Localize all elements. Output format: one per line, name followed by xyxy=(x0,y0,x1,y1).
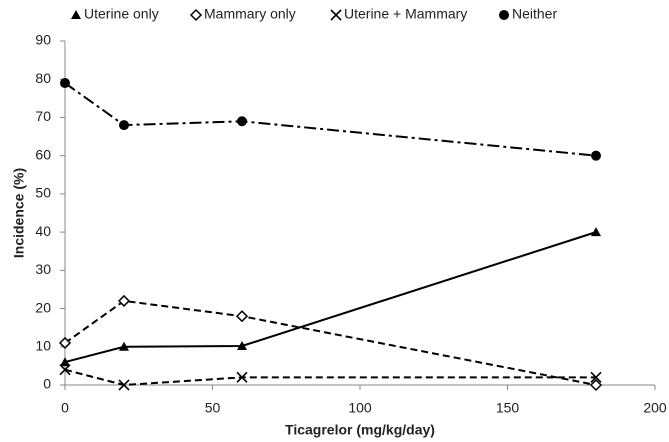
x-tick-label: 50 xyxy=(205,400,221,416)
marker xyxy=(236,371,248,383)
y-tick-label: 30 xyxy=(35,261,51,277)
legend-marker xyxy=(330,9,342,21)
y-tick-label: 60 xyxy=(35,146,51,162)
legend-label: Mammary only xyxy=(204,6,296,22)
y-tick-label: 80 xyxy=(35,70,51,86)
marker xyxy=(60,78,70,89)
legend-item: Uterine + Mammary xyxy=(330,6,467,22)
legend-marker xyxy=(71,10,81,19)
legend-item: Uterine only xyxy=(71,6,159,22)
y-tick-label: 90 xyxy=(35,32,51,48)
marker xyxy=(119,120,129,131)
y-tick-label: 0 xyxy=(43,376,51,392)
legend-item: Neither xyxy=(499,6,557,22)
marker xyxy=(117,294,131,307)
marker xyxy=(591,150,601,161)
marker xyxy=(237,341,247,351)
y-axis-title: Incidence (%) xyxy=(11,168,27,258)
y-tick-label: 10 xyxy=(35,337,51,353)
x-axis-title: Ticagrelor (mg/kg/day) xyxy=(285,422,435,438)
y-tick-label: 40 xyxy=(35,223,51,239)
legend-item: Mammary only xyxy=(189,6,296,22)
x-tick-label: 0 xyxy=(61,400,69,416)
marker xyxy=(119,341,129,351)
marker xyxy=(589,378,603,392)
legend-label: Neither xyxy=(512,6,557,22)
legend-marker xyxy=(499,10,509,20)
series-line xyxy=(64,299,597,386)
marker xyxy=(59,364,71,376)
x-tick-label: 100 xyxy=(348,400,372,416)
marker xyxy=(237,116,247,127)
legend-label: Uterine + Mammary xyxy=(344,6,467,22)
marker xyxy=(58,336,72,350)
legend-marker xyxy=(189,8,203,22)
marker xyxy=(235,310,249,323)
legend-label: Uterine only xyxy=(84,6,159,22)
x-tick-label: 150 xyxy=(496,400,520,416)
marker xyxy=(590,371,602,383)
series-line xyxy=(64,231,597,364)
marker xyxy=(60,357,70,367)
y-tick-label: 50 xyxy=(35,185,51,201)
series-line xyxy=(64,82,597,157)
y-tick-label: 20 xyxy=(35,299,51,315)
marker xyxy=(118,379,130,391)
series-line xyxy=(64,368,596,387)
marker xyxy=(591,227,601,237)
x-tick-label: 200 xyxy=(643,400,667,416)
y-tick-label: 70 xyxy=(35,108,51,124)
